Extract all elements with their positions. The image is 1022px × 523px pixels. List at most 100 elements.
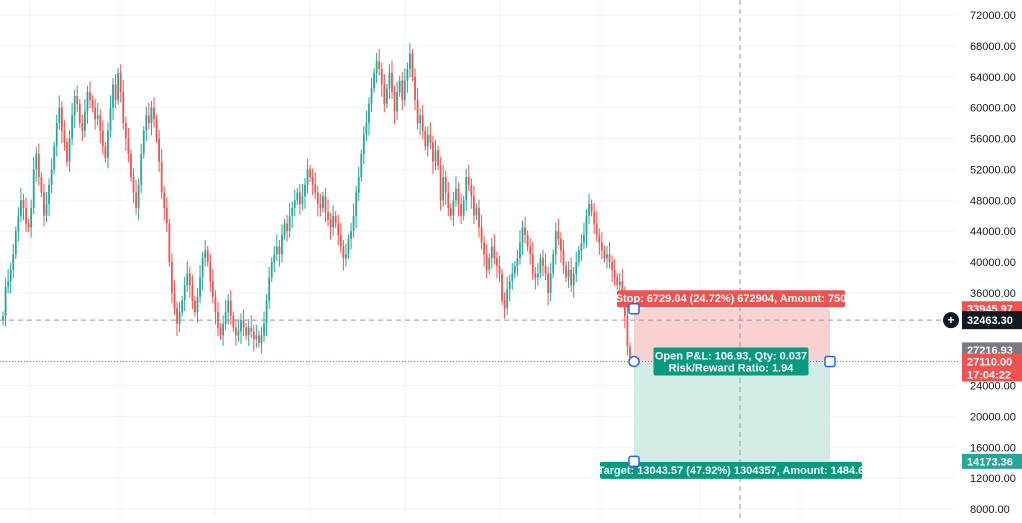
candles bbox=[2, 43, 631, 367]
candle-body bbox=[37, 153, 40, 178]
candle-body bbox=[114, 84, 117, 100]
candle-body bbox=[531, 254, 534, 274]
candle-body bbox=[565, 265, 567, 278]
candle-body bbox=[9, 269, 12, 282]
candle-body bbox=[7, 281, 10, 287]
candle-body bbox=[475, 207, 478, 216]
candle-body bbox=[137, 184, 140, 208]
candle-body bbox=[194, 300, 196, 313]
candle-body bbox=[629, 346, 631, 362]
y-tick-label: 60000.00 bbox=[970, 103, 1016, 115]
candle-body bbox=[501, 273, 503, 301]
candle-body bbox=[368, 103, 370, 124]
pnl-label[interactable] bbox=[653, 347, 809, 376]
candle-body bbox=[375, 61, 378, 73]
candle-body bbox=[234, 327, 237, 336]
target-label-text: Target: 13043.57 (47.92%) 1304357, Amoun… bbox=[598, 465, 865, 477]
candle-body bbox=[585, 215, 588, 235]
stop-handle[interactable] bbox=[628, 302, 640, 315]
candle-body bbox=[626, 316, 629, 347]
candle-body bbox=[603, 250, 606, 259]
candle-body bbox=[426, 134, 429, 147]
candle-body bbox=[588, 204, 590, 216]
candle-body bbox=[281, 234, 283, 255]
candle-body bbox=[365, 123, 368, 135]
candle-body bbox=[355, 192, 358, 216]
candle-body bbox=[465, 177, 468, 201]
candle-body bbox=[232, 316, 235, 328]
candle-body bbox=[460, 204, 462, 216]
target-label[interactable] bbox=[600, 461, 862, 479]
candle-body bbox=[595, 223, 598, 235]
candle-body bbox=[398, 80, 401, 93]
candle-body bbox=[306, 169, 309, 185]
candle-body bbox=[580, 242, 583, 251]
candle-body bbox=[401, 80, 404, 100]
candle-body bbox=[66, 142, 68, 162]
candle-body bbox=[396, 92, 399, 112]
position-overlay[interactable]: Stop: 6729.04 (24.72%) 672904, Amount: 7… bbox=[598, 290, 865, 479]
candle-body bbox=[301, 196, 304, 205]
y-tick-label: 72000.00 bbox=[970, 10, 1016, 22]
candle-body bbox=[508, 281, 511, 290]
y-tick-label: 12000.00 bbox=[970, 473, 1016, 485]
candle-body bbox=[165, 207, 168, 224]
candle-body bbox=[593, 211, 596, 224]
candle-body bbox=[485, 254, 488, 270]
candle-body bbox=[71, 115, 73, 139]
candle-body bbox=[606, 254, 608, 259]
candle-body bbox=[147, 115, 150, 124]
candle-body bbox=[122, 92, 125, 124]
candle-body bbox=[421, 115, 424, 131]
candle-body bbox=[55, 123, 58, 147]
candle-body bbox=[209, 262, 212, 282]
candle-body bbox=[186, 273, 189, 286]
candle-body bbox=[53, 146, 56, 170]
candle-body bbox=[552, 254, 555, 274]
candle-body bbox=[40, 177, 43, 193]
width-handle[interactable] bbox=[824, 355, 836, 368]
candle-body bbox=[370, 88, 373, 104]
candle-body bbox=[206, 250, 209, 262]
entry-handle[interactable] bbox=[628, 355, 640, 368]
candle-body bbox=[268, 277, 271, 301]
stop-label[interactable] bbox=[617, 290, 845, 308]
candle-body bbox=[260, 335, 263, 344]
candle-body bbox=[442, 177, 445, 201]
candle-body bbox=[357, 177, 360, 193]
candle-body bbox=[278, 246, 281, 255]
candle-body bbox=[613, 269, 616, 278]
candle-body bbox=[32, 169, 35, 208]
candle-body bbox=[265, 300, 268, 324]
crosshair-price-badge bbox=[962, 311, 1022, 330]
candle-body bbox=[178, 312, 181, 324]
target-handle[interactable] bbox=[628, 455, 640, 468]
position-zones bbox=[634, 308, 830, 462]
candle-body bbox=[414, 76, 416, 100]
candle-body bbox=[76, 96, 79, 104]
candle-body bbox=[250, 327, 253, 332]
current-price-badge bbox=[962, 353, 1022, 382]
candle-body bbox=[224, 312, 227, 324]
candle-body bbox=[204, 250, 207, 259]
candle-body bbox=[311, 177, 314, 185]
reference-lines bbox=[0, 0, 960, 518]
candle-body bbox=[539, 258, 542, 274]
candle-body bbox=[94, 107, 97, 120]
candle-body bbox=[86, 92, 89, 112]
candle-body bbox=[304, 184, 306, 197]
candle-body bbox=[83, 111, 86, 131]
candle-body bbox=[109, 107, 112, 131]
candle-body bbox=[124, 123, 127, 139]
candle-body bbox=[30, 207, 33, 228]
add-alert-button[interactable] bbox=[943, 312, 959, 329]
candle-body bbox=[183, 285, 186, 301]
countdown-text: 17:04:22 bbox=[967, 369, 1011, 381]
candle-body bbox=[608, 254, 611, 262]
plus-icon: + bbox=[947, 313, 954, 327]
candle-body bbox=[101, 130, 104, 147]
candle-body bbox=[219, 327, 222, 336]
candle-body bbox=[163, 192, 166, 208]
